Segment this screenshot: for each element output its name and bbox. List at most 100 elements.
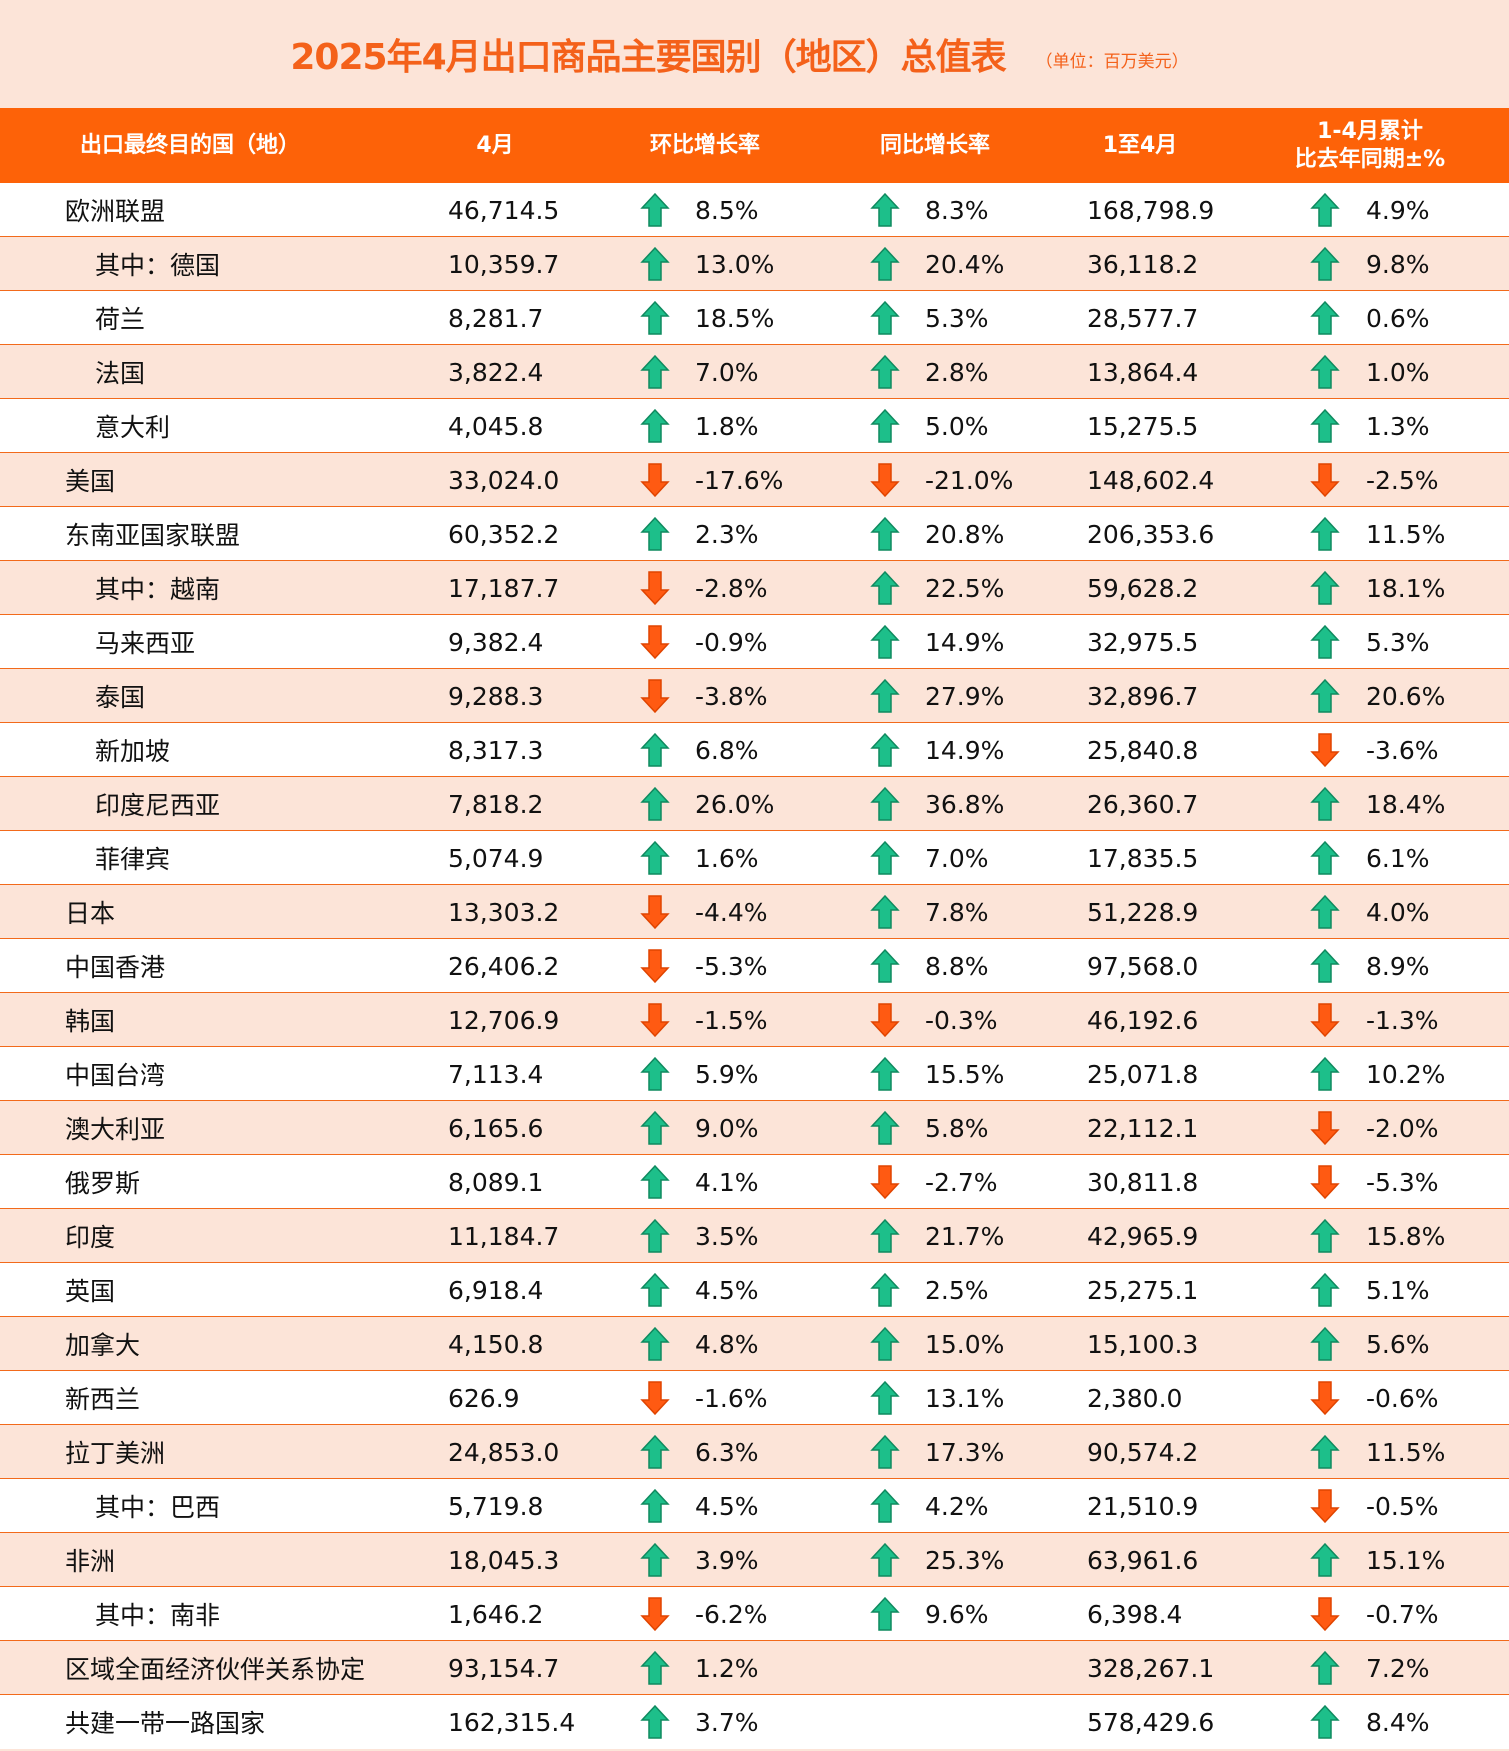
april-value: 24,853.0 bbox=[448, 1437, 560, 1467]
jan-apr-value: 63,961.6 bbox=[1087, 1545, 1199, 1575]
destination-name: 新西兰 bbox=[65, 1385, 141, 1414]
arrow-down-icon bbox=[1310, 1003, 1340, 1037]
destination-name: 日本 bbox=[65, 899, 116, 928]
jan-apr-value: 13,864.4 bbox=[1087, 357, 1199, 387]
yoy-rate: 4.2% bbox=[925, 1491, 989, 1521]
arrow-down-icon bbox=[640, 463, 670, 497]
april-value: 8,317.3 bbox=[448, 735, 544, 765]
jan-apr-value: 97,568.0 bbox=[1087, 951, 1199, 981]
mom-rate: 4.1% bbox=[695, 1167, 759, 1197]
arrow-up-icon bbox=[640, 841, 670, 875]
arrow-down-icon bbox=[870, 463, 900, 497]
april-value: 3,822.4 bbox=[448, 357, 544, 387]
arrow-down-icon bbox=[870, 1003, 900, 1037]
page-title: 2025年4月出口商品主要国别（地区）总值表 bbox=[290, 37, 1006, 78]
cum-yoy-rate: -5.3% bbox=[1366, 1167, 1439, 1197]
cum-yoy-rate: 18.4% bbox=[1366, 789, 1446, 819]
jan-apr-value: 46,192.6 bbox=[1087, 1005, 1199, 1035]
arrow-up-icon bbox=[870, 1489, 900, 1523]
cum-yoy-rate: 6.1% bbox=[1366, 843, 1430, 873]
arrow-up-icon bbox=[640, 301, 670, 335]
destination-name: 菲律宾 bbox=[95, 845, 171, 874]
arrow-up-icon bbox=[870, 517, 900, 551]
april-value: 12,706.9 bbox=[448, 1005, 560, 1035]
cum-yoy-rate: 7.2% bbox=[1366, 1653, 1430, 1683]
cum-yoy-rate: 20.6% bbox=[1366, 681, 1446, 711]
destination-name: 泰国 bbox=[95, 683, 146, 712]
mom-rate: -1.6% bbox=[695, 1383, 768, 1413]
april-value: 9,382.4 bbox=[448, 627, 544, 657]
destination-name: 马来西亚 bbox=[95, 629, 196, 658]
arrow-up-icon bbox=[1310, 193, 1340, 227]
destination-name: 其中：南非 bbox=[95, 1601, 221, 1630]
april-value: 8,281.7 bbox=[448, 303, 544, 333]
cum-yoy-rate: 11.5% bbox=[1366, 1437, 1446, 1467]
mom-rate: 18.5% bbox=[695, 303, 775, 333]
arrow-down-icon bbox=[640, 1003, 670, 1037]
mom-rate: 1.8% bbox=[695, 411, 759, 441]
arrow-up-icon bbox=[870, 1435, 900, 1469]
april-value: 162,315.4 bbox=[448, 1707, 576, 1737]
arrow-up-icon bbox=[870, 1111, 900, 1145]
arrow-down-icon bbox=[640, 1381, 670, 1415]
cum-yoy-rate: 5.3% bbox=[1366, 627, 1430, 657]
destination-name: 俄罗斯 bbox=[65, 1169, 141, 1198]
arrow-up-icon bbox=[640, 1705, 670, 1739]
arrow-down-icon bbox=[1310, 463, 1340, 497]
jan-apr-value: 25,275.1 bbox=[1087, 1275, 1199, 1305]
yoy-rate: 36.8% bbox=[925, 789, 1005, 819]
arrow-up-icon bbox=[640, 409, 670, 443]
april-value: 11,184.7 bbox=[448, 1221, 560, 1251]
april-value: 60,352.2 bbox=[448, 519, 560, 549]
jan-apr-value: 15,100.3 bbox=[1087, 1329, 1199, 1359]
cum-yoy-rate: 5.6% bbox=[1366, 1329, 1430, 1359]
april-value: 5,074.9 bbox=[448, 843, 544, 873]
arrow-up-icon bbox=[640, 247, 670, 281]
table-row: 其中：巴西 5,719.8 4.5% 4.2% 21,510.9 -0.5% bbox=[0, 1479, 1509, 1533]
table-row: 印度尼西亚 7,818.2 26.0% 36.8% 26,360.7 18.4% bbox=[0, 777, 1509, 831]
april-value: 17,187.7 bbox=[448, 573, 560, 603]
cum-yoy-rate: 8.4% bbox=[1366, 1707, 1430, 1737]
arrow-down-icon bbox=[640, 571, 670, 605]
table-row: 欧洲联盟 46,714.5 8.5% 8.3% 168,798.9 4.9% bbox=[0, 183, 1509, 237]
yoy-rate: 20.4% bbox=[925, 249, 1005, 279]
jan-apr-value: 30,811.8 bbox=[1087, 1167, 1199, 1197]
april-value: 8,089.1 bbox=[448, 1167, 544, 1197]
mom-rate: -3.8% bbox=[695, 681, 768, 711]
arrow-up-icon bbox=[1310, 1705, 1340, 1739]
cum-yoy-rate: 9.8% bbox=[1366, 249, 1430, 279]
arrow-down-icon bbox=[1310, 1597, 1340, 1631]
mom-rate: -17.6% bbox=[695, 465, 784, 495]
arrow-down-icon bbox=[1310, 733, 1340, 767]
destination-name: 共建一带一路国家 bbox=[65, 1709, 266, 1738]
table-row: 共建一带一路国家 162,315.4 3.7% 578,429.6 8.4% bbox=[0, 1695, 1509, 1749]
arrow-up-icon bbox=[1310, 247, 1340, 281]
destination-name: 意大利 bbox=[95, 413, 171, 442]
arrow-up-icon bbox=[870, 1327, 900, 1361]
mom-rate: 7.0% bbox=[695, 357, 759, 387]
table-row: 东南亚国家联盟 60,352.2 2.3% 20.8% 206,353.6 11.5% bbox=[0, 507, 1509, 561]
mom-rate: -2.8% bbox=[695, 573, 768, 603]
jan-apr-value: 21,510.9 bbox=[1087, 1491, 1199, 1521]
table-row: 日本 13,303.2 -4.4% 7.8% 51,228.9 4.0% bbox=[0, 885, 1509, 939]
cum-yoy-rate: -0.6% bbox=[1366, 1383, 1439, 1413]
yoy-rate: 9.6% bbox=[925, 1599, 989, 1629]
table-row: 荷兰 8,281.7 18.5% 5.3% 28,577.7 0.6% bbox=[0, 291, 1509, 345]
jan-apr-value: 578,429.6 bbox=[1087, 1707, 1215, 1737]
arrow-up-icon bbox=[640, 733, 670, 767]
arrow-up-icon bbox=[640, 1435, 670, 1469]
table-row: 非洲 18,045.3 3.9% 25.3% 63,961.6 15.1% bbox=[0, 1533, 1509, 1587]
mom-rate: 4.5% bbox=[695, 1275, 759, 1305]
arrow-up-icon bbox=[870, 679, 900, 713]
destination-name: 中国香港 bbox=[65, 953, 166, 982]
table-row: 加拿大 4,150.8 4.8% 15.0% 15,100.3 5.6% bbox=[0, 1317, 1509, 1371]
arrow-down-icon bbox=[870, 1165, 900, 1199]
jan-apr-value: 15,275.5 bbox=[1087, 411, 1199, 441]
yoy-rate: 5.8% bbox=[925, 1113, 989, 1143]
jan-apr-value: 25,071.8 bbox=[1087, 1059, 1199, 1089]
arrow-up-icon bbox=[1310, 625, 1340, 659]
cum-yoy-rate: 4.9% bbox=[1366, 195, 1430, 225]
cum-yoy-rate: 4.0% bbox=[1366, 897, 1430, 927]
arrow-up-icon bbox=[1310, 1543, 1340, 1577]
yoy-rate: -21.0% bbox=[925, 465, 1014, 495]
